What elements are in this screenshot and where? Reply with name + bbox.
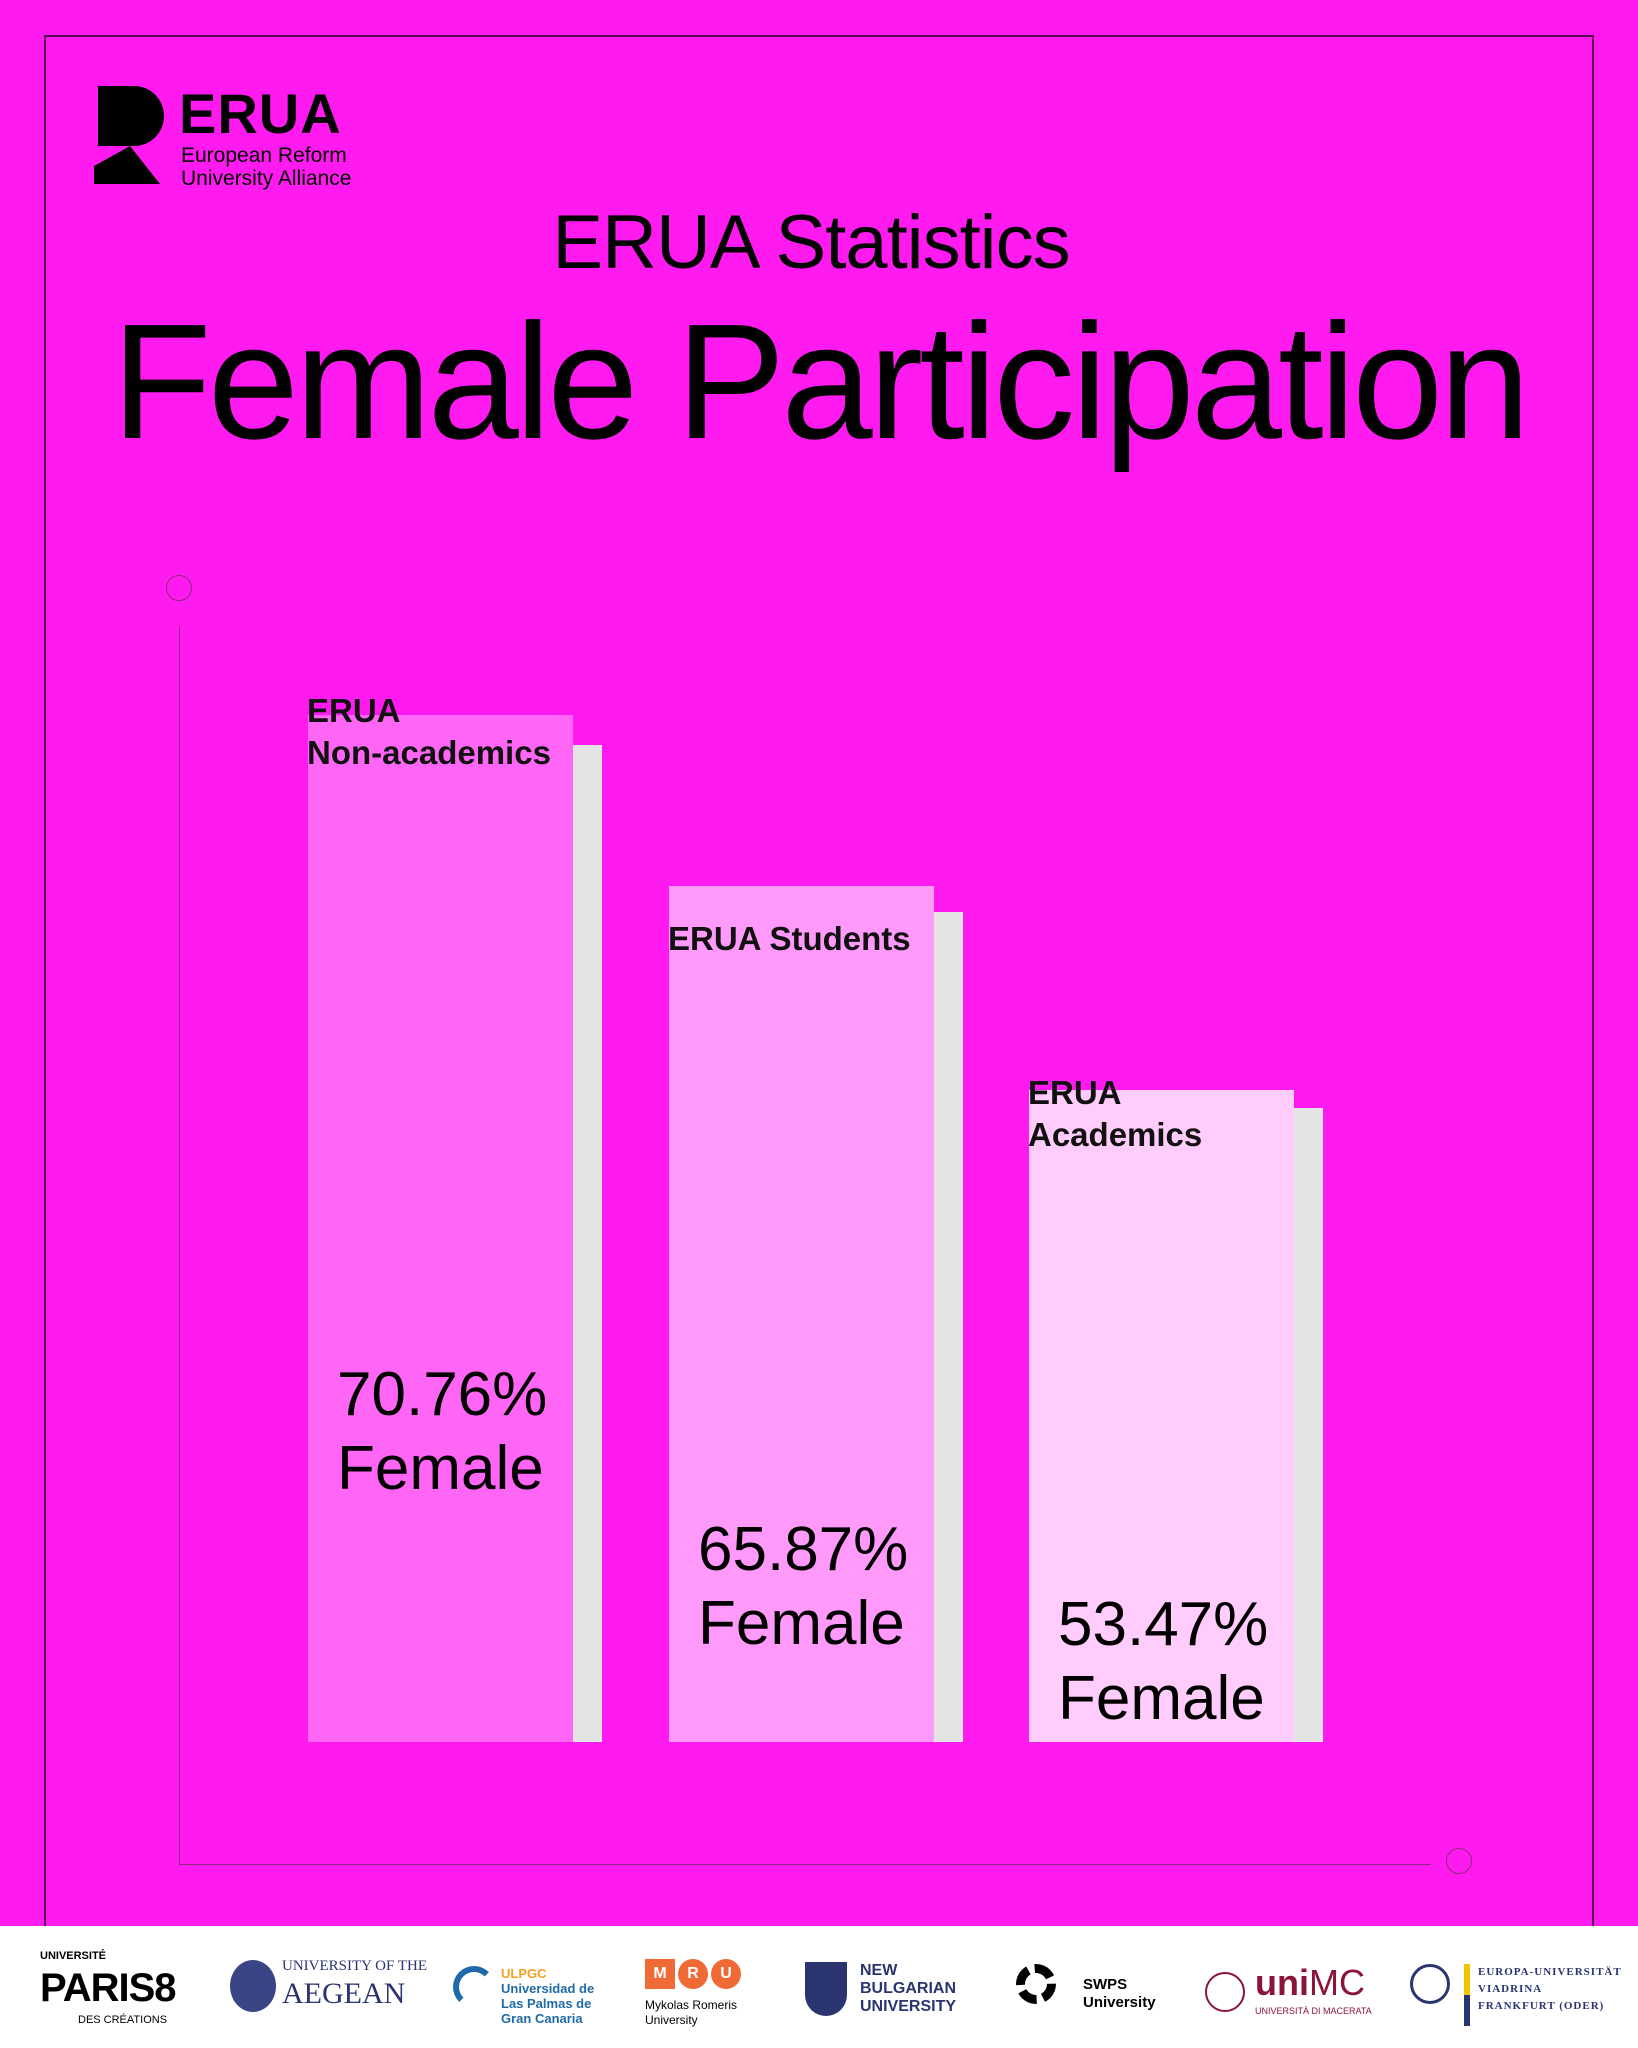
nbu-emblem-icon (805, 1962, 847, 2016)
viadrina-bar-icon (1464, 1964, 1470, 2026)
tagline-line-2: University Alliance (181, 167, 352, 190)
logo-text: UNIVERSITÀ DI MACERATA (1255, 2006, 1372, 2016)
logo-text: SWPS (1083, 1976, 1128, 1993)
swps-sunburst-icon (1016, 1964, 1056, 2004)
ulpgc-wave-icon (453, 1966, 495, 2008)
aegean-seal-icon (230, 1960, 276, 2012)
category-label-3: ERUA Academics (1028, 1072, 1202, 1156)
logo-text: PARIS8 (40, 1966, 177, 2010)
category-label-1: ERUA Non-academics (307, 690, 551, 774)
logo-text: uni (1255, 1962, 1309, 2003)
value-label-2: 65.87% Female (698, 1513, 908, 1661)
logo-text: DES CRÉATIONS (78, 2014, 168, 2026)
logo-text: Universidad de (501, 1981, 595, 1996)
logo-text: University (645, 2013, 698, 2027)
bar-shadow-3 (1294, 1108, 1323, 1742)
logo-text: Gran Canaria (501, 2011, 583, 2026)
logo-text: Mykolas Romeris University (645, 1998, 737, 2028)
value-percent: 53.47% (1058, 1590, 1269, 1659)
category-label-line: ERUA (1028, 1074, 1122, 1111)
partner-logo-unimc: uniMC UNIVERSITÀ DI MACERATA (1205, 1926, 1375, 2048)
category-label-2: ERUA Students (668, 918, 911, 960)
partner-logos-footer: UNIVERSITÉ PARIS8 DES CRÉATIONS UNIVERSI… (0, 1926, 1638, 2048)
page-title: Female Participation (111, 290, 1531, 473)
category-label-line: Non-academics (307, 734, 551, 771)
partner-logo-viadrina: EUROPA-UNIVERSITÄT VIADRINA FRANKFURT (O… (1410, 1926, 1630, 2048)
logo-text: ULPGC (501, 1966, 547, 1981)
logo-text: AEGEAN (282, 1977, 406, 2010)
logo-text: EUROPA-UNIVERSITÄT (1478, 1966, 1622, 1978)
poster: ERUA European Reform University Alliance… (0, 0, 1638, 1935)
bar-students (669, 886, 934, 1742)
value-suffix: Female (1058, 1664, 1265, 1733)
axis-end-circle (1446, 1848, 1472, 1874)
partner-logo-mru: M R U Mykolas Romeris University (645, 1926, 755, 2048)
unimc-seal-icon (1205, 1972, 1245, 2012)
value-label-3: 53.47% Female (1058, 1588, 1268, 1736)
logo-text: U (711, 1959, 741, 1989)
value-percent: 70.76% (337, 1360, 548, 1429)
logo-wordmark: ERUA (179, 82, 342, 145)
logo-text: Mykolas Romeris (645, 1998, 738, 2012)
category-label-line: ERUA (307, 692, 401, 729)
value-label-1: 70.76% Female (337, 1358, 547, 1506)
partner-logo-paris8: UNIVERSITÉ PARIS8 DES CRÉATIONS (40, 1926, 180, 2048)
logo-text: UNIVERSITY OF THE (282, 1958, 427, 1974)
erua-r-icon (94, 86, 164, 184)
logo-text: R (678, 1959, 708, 1989)
logo-text: NEW (860, 1962, 898, 1979)
logo-text: University (1083, 1994, 1156, 2011)
partner-logo-swps: SWPS University (1016, 1926, 1156, 2048)
logo-text: Las Palmas de (501, 1996, 592, 2011)
partner-logo-aegean: UNIVERSITY OF THE AEGEAN (230, 1926, 427, 2048)
x-axis-line (179, 1864, 1431, 1865)
bar-non-academics (308, 715, 573, 1742)
erua-logo: ERUA European Reform University Alliance (94, 82, 374, 190)
bar-shadow-2 (934, 912, 963, 1742)
value-percent: 65.87% (698, 1515, 909, 1584)
tagline-line-1: European Reform (181, 144, 347, 167)
logo-text: UNIVERSITÉ (40, 1950, 107, 1962)
value-suffix: Female (698, 1589, 905, 1658)
partner-logo-ulpgc: ULPGC Universidad de Las Palmas de Gran … (453, 1926, 595, 2048)
logo-text: FRANKFURT (ODER) (1478, 2000, 1605, 2012)
y-axis-line (179, 627, 180, 1864)
logo-text: M (645, 1959, 675, 1989)
value-suffix: Female (337, 1434, 544, 1503)
logo-text: BULGARIAN (860, 1980, 956, 1997)
subtitle: ERUA Statistics (552, 200, 1070, 285)
category-label-line: Academics (1028, 1116, 1203, 1153)
logo-text: UNIVERSITY (860, 1998, 957, 2015)
category-label-line: ERUA Students (668, 920, 911, 957)
bar-academics (1029, 1090, 1294, 1742)
viadrina-seal-icon (1410, 1964, 1450, 2004)
logo-tagline: European Reform University Alliance (181, 144, 351, 190)
partner-logo-nbu: NEW BULGARIAN UNIVERSITY (805, 1926, 965, 2048)
frame-border (44, 35, 1594, 1935)
logo-text: VIADRINA (1478, 1983, 1543, 1995)
logo-text: MC (1308, 1962, 1365, 2003)
bar-shadow-1 (573, 745, 602, 1742)
axis-top-circle (166, 575, 192, 601)
